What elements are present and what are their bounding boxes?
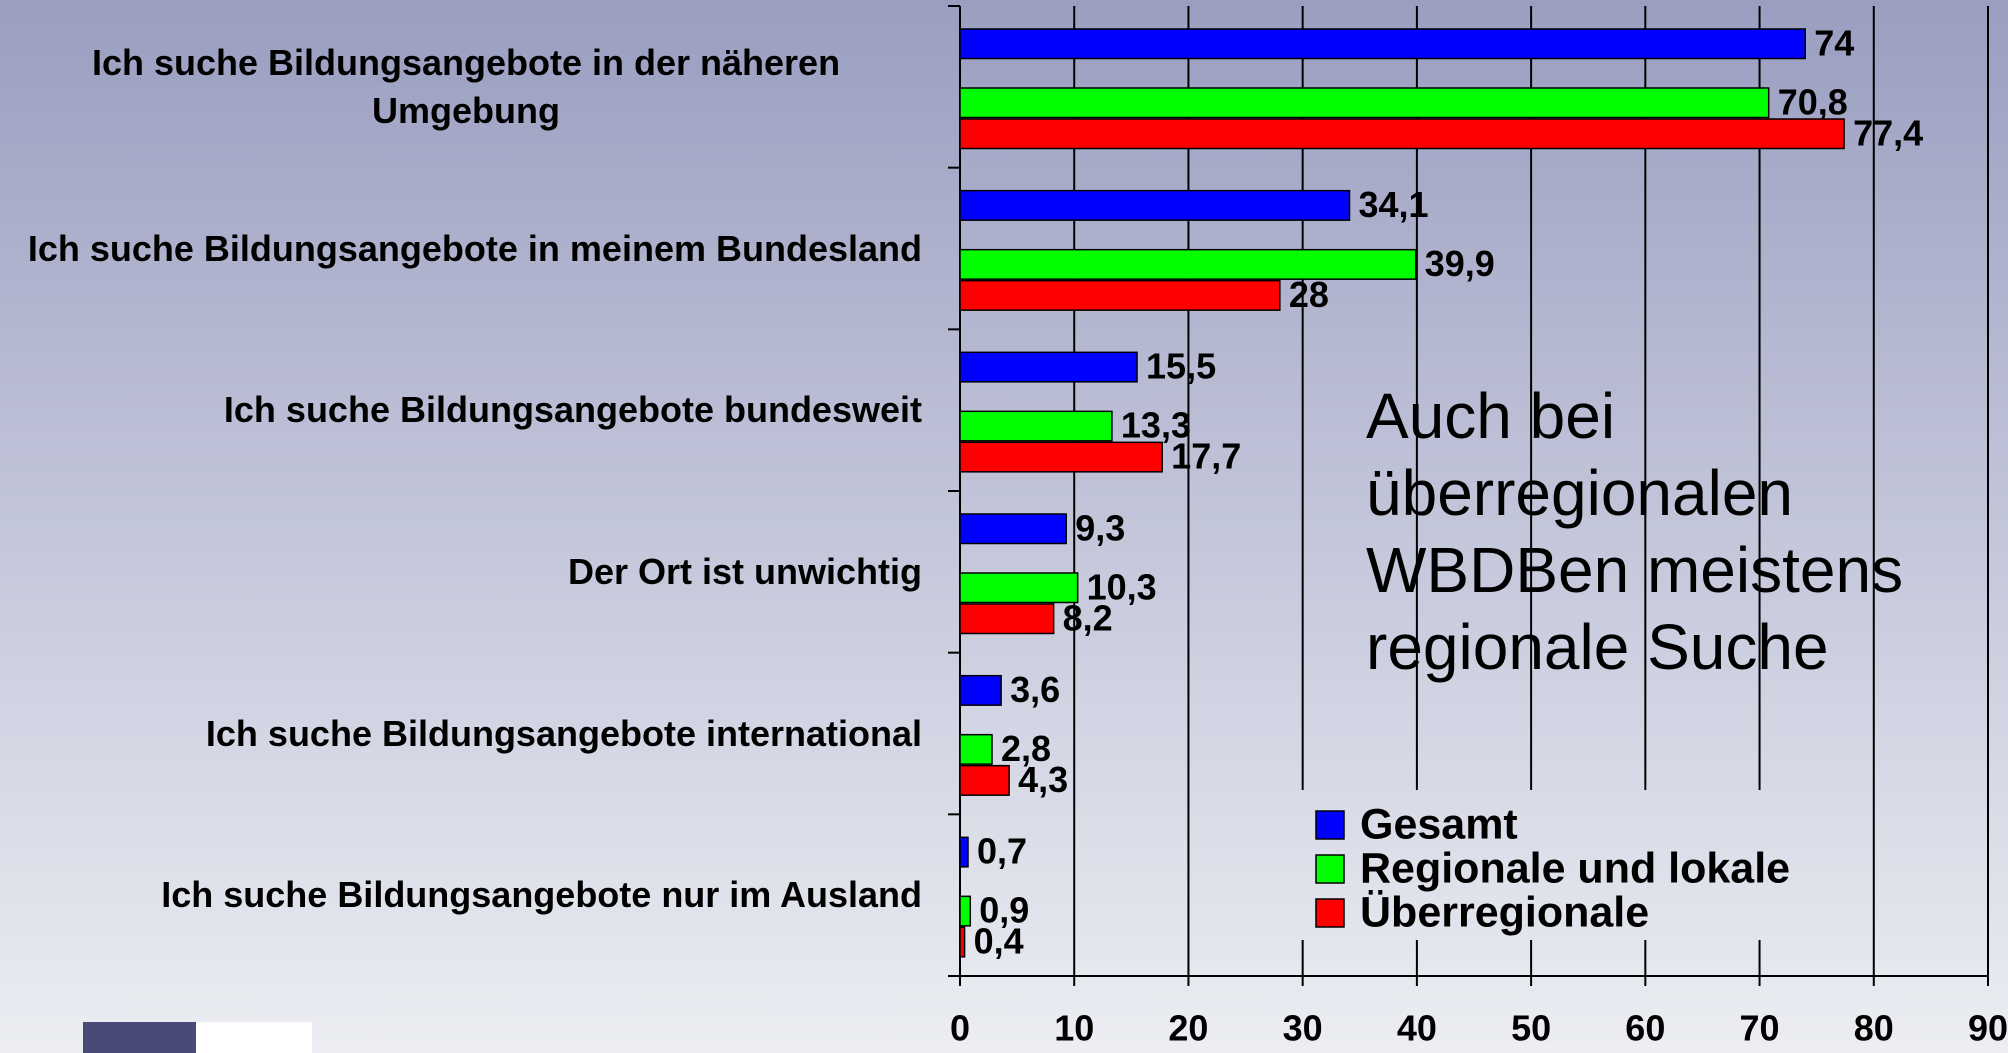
legend-swatch <box>1315 854 1345 884</box>
bar <box>959 513 1067 545</box>
value-label: 77,4 <box>1853 112 1923 153</box>
value-label: 9,3 <box>1075 507 1125 548</box>
legend-swatch <box>1315 810 1345 840</box>
category-label: Ich suche Bildungsangebote in der nähere… <box>10 17 922 157</box>
x-tick-label: 70 <box>1740 1008 1780 1049</box>
category-text: Ich suche Bildungsangebote bundesweit <box>223 389 922 431</box>
category-text: Ich suche Bildungsangebote nur im Auslan… <box>161 874 922 916</box>
bar <box>959 87 1770 119</box>
x-tick-label: 0 <box>950 1008 970 1049</box>
bar <box>959 279 1281 311</box>
x-tick-label: 80 <box>1854 1008 1894 1049</box>
value-label: 74 <box>1814 22 1854 63</box>
value-label: 70,8 <box>1778 81 1848 122</box>
legend-label: Regionale und lokale <box>1360 844 1790 892</box>
value-label: 2,8 <box>1001 728 1051 769</box>
legend-label: Gesamt <box>1360 800 1518 848</box>
x-tick-label: 30 <box>1283 1008 1323 1049</box>
x-tick-label: 50 <box>1511 1008 1551 1049</box>
legend-swatch <box>1315 898 1345 928</box>
bar <box>959 410 1113 442</box>
value-label: 0,4 <box>974 921 1024 962</box>
category-label: Ich suche Bildungsangebote nur im Auslan… <box>10 825 922 965</box>
legend-label: Überregionale <box>1360 888 1649 936</box>
value-label: 0,9 <box>979 890 1029 931</box>
bar <box>959 764 1010 796</box>
logo <box>196 1022 312 1053</box>
bar <box>959 926 966 958</box>
category-label: Ich suche Bildungsangebote in meinem Bun… <box>10 179 922 319</box>
bar <box>959 118 1845 150</box>
value-label: 39,9 <box>1425 243 1495 284</box>
bar <box>959 603 1055 635</box>
value-label: 15,5 <box>1146 346 1216 387</box>
category-text: Der Ort ist unwichtig <box>567 550 922 592</box>
category-text: Ich suche Bildungsangebote in der nähere… <box>91 41 841 131</box>
bar <box>959 189 1351 221</box>
value-label: 34,1 <box>1358 184 1428 225</box>
logo <box>83 1022 196 1053</box>
annotation: Auch bei überregionalen WBDBen meistens … <box>1366 380 1904 683</box>
x-tick-label: 60 <box>1625 1008 1665 1049</box>
bar <box>959 674 1002 706</box>
value-label: 0,7 <box>977 831 1027 872</box>
x-tick-label: 90 <box>1968 1008 2008 1049</box>
x-tick-label: 20 <box>1168 1008 1208 1049</box>
value-label: 13,3 <box>1121 405 1191 446</box>
bar <box>959 733 993 765</box>
bar <box>959 895 972 927</box>
bar <box>959 572 1079 604</box>
value-label: 10,3 <box>1087 566 1157 607</box>
bar <box>959 248 1417 280</box>
value-label: 8,2 <box>1063 597 1113 638</box>
bar <box>959 351 1138 383</box>
value-label: 3,6 <box>1010 669 1060 710</box>
legend-background <box>1300 790 1820 940</box>
bar <box>959 441 1163 473</box>
value-label: 4,3 <box>1018 759 1068 800</box>
x-tick-label: 10 <box>1054 1008 1094 1049</box>
x-tick-label: 40 <box>1397 1008 1437 1049</box>
category-label: Der Ort ist unwichtig <box>10 502 922 642</box>
category-label: Ich suche Bildungsangebote bundesweit <box>10 340 922 480</box>
category-text: Ich suche Bildungsangebote in meinem Bun… <box>27 227 922 269</box>
category-label: Ich suche Bildungsangebote international <box>10 664 922 804</box>
value-label: 17,7 <box>1171 436 1241 477</box>
value-label: 28 <box>1289 274 1329 315</box>
bar <box>959 836 969 868</box>
bar <box>959 28 1806 60</box>
category-text: Ich suche Bildungsangebote international <box>205 712 922 754</box>
